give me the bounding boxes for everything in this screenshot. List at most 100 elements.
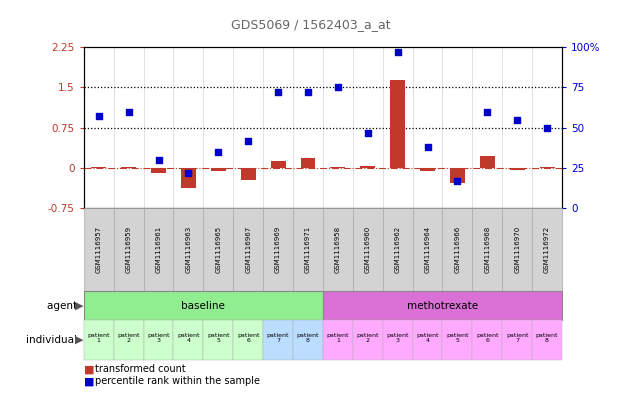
Bar	[204, 208, 233, 291]
Point	[512, 116, 522, 123]
Text: patient
3: patient 3	[386, 332, 409, 343]
Bar	[84, 208, 114, 291]
Text: GSM1116961: GSM1116961	[155, 226, 161, 273]
Bar	[532, 320, 562, 360]
Bar	[390, 81, 405, 168]
Text: individual: individual	[27, 335, 81, 345]
Bar	[330, 167, 345, 168]
Bar	[412, 320, 442, 360]
Bar	[480, 156, 495, 168]
Bar	[360, 166, 375, 168]
Bar	[383, 208, 412, 291]
Bar	[173, 208, 204, 291]
Text: agent: agent	[47, 301, 81, 310]
Point	[483, 108, 492, 115]
Text: GSM1116963: GSM1116963	[186, 226, 191, 273]
Bar	[173, 320, 204, 360]
Text: patient
1: patient 1	[88, 332, 110, 343]
Bar	[323, 208, 353, 291]
Text: GSM1116967: GSM1116967	[245, 226, 252, 273]
Bar	[271, 161, 286, 168]
Bar	[323, 291, 562, 320]
Text: GSM1116970: GSM1116970	[514, 226, 520, 273]
Text: GSM1116958: GSM1116958	[335, 226, 341, 273]
Bar	[540, 167, 555, 168]
Bar	[450, 168, 465, 182]
Bar	[204, 320, 233, 360]
Bar	[442, 320, 473, 360]
Text: GSM1116957: GSM1116957	[96, 226, 102, 273]
Bar	[114, 320, 143, 360]
Point	[392, 49, 402, 55]
Text: methotrexate: methotrexate	[407, 301, 478, 310]
Text: patient
5: patient 5	[446, 332, 469, 343]
Bar	[502, 320, 532, 360]
Bar	[473, 208, 502, 291]
Bar	[383, 320, 412, 360]
Text: patient
7: patient 7	[506, 332, 528, 343]
Text: patient
2: patient 2	[117, 332, 140, 343]
Text: patient
1: patient 1	[327, 332, 349, 343]
Bar	[263, 208, 293, 291]
Bar	[84, 320, 114, 360]
Bar	[143, 320, 173, 360]
Text: GSM1116965: GSM1116965	[215, 226, 221, 273]
Text: patient
4: patient 4	[416, 332, 439, 343]
Text: GSM1116968: GSM1116968	[484, 226, 491, 273]
Bar	[84, 291, 323, 320]
Text: ■: ■	[84, 364, 98, 375]
Bar	[502, 208, 532, 291]
Text: GSM1116966: GSM1116966	[455, 226, 460, 273]
Bar	[114, 208, 143, 291]
Bar	[353, 320, 383, 360]
Point	[453, 178, 463, 184]
Text: patient
6: patient 6	[476, 332, 499, 343]
Point	[363, 129, 373, 136]
Point	[273, 89, 283, 95]
Text: patient
7: patient 7	[267, 332, 289, 343]
Bar	[211, 168, 226, 171]
Bar	[181, 168, 196, 188]
Text: GSM1116971: GSM1116971	[305, 226, 311, 273]
Point	[94, 113, 104, 119]
Text: GSM1116959: GSM1116959	[125, 226, 132, 273]
Point	[183, 170, 193, 176]
Point	[243, 138, 253, 144]
Bar	[353, 208, 383, 291]
Bar	[151, 168, 166, 173]
Bar	[293, 208, 323, 291]
Point	[422, 144, 432, 150]
Text: patient
8: patient 8	[297, 332, 319, 343]
Text: transformed count: transformed count	[95, 364, 186, 375]
Text: baseline: baseline	[181, 301, 225, 310]
Point	[153, 157, 163, 163]
Bar	[442, 208, 473, 291]
Text: ▶: ▶	[75, 335, 83, 345]
Bar	[473, 320, 502, 360]
Point	[214, 149, 224, 155]
Bar	[121, 167, 136, 168]
Point	[124, 108, 134, 115]
Point	[333, 84, 343, 90]
Text: patient
8: patient 8	[536, 332, 558, 343]
Bar	[510, 168, 525, 170]
Bar	[233, 208, 263, 291]
Text: patient
4: patient 4	[177, 332, 200, 343]
Bar	[301, 158, 315, 168]
Text: patient
6: patient 6	[237, 332, 260, 343]
Text: GSM1116972: GSM1116972	[544, 226, 550, 273]
Bar	[420, 168, 435, 171]
Point	[542, 125, 552, 131]
Bar	[263, 320, 293, 360]
Bar	[532, 208, 562, 291]
Text: GSM1116964: GSM1116964	[425, 226, 430, 273]
Text: GDS5069 / 1562403_a_at: GDS5069 / 1562403_a_at	[230, 18, 391, 31]
Text: ■: ■	[84, 376, 98, 386]
Bar	[91, 167, 106, 168]
Text: patient
3: patient 3	[147, 332, 170, 343]
Bar	[143, 208, 173, 291]
Text: GSM1116962: GSM1116962	[394, 226, 401, 273]
Point	[303, 89, 313, 95]
Bar	[241, 168, 256, 180]
Bar	[323, 320, 353, 360]
